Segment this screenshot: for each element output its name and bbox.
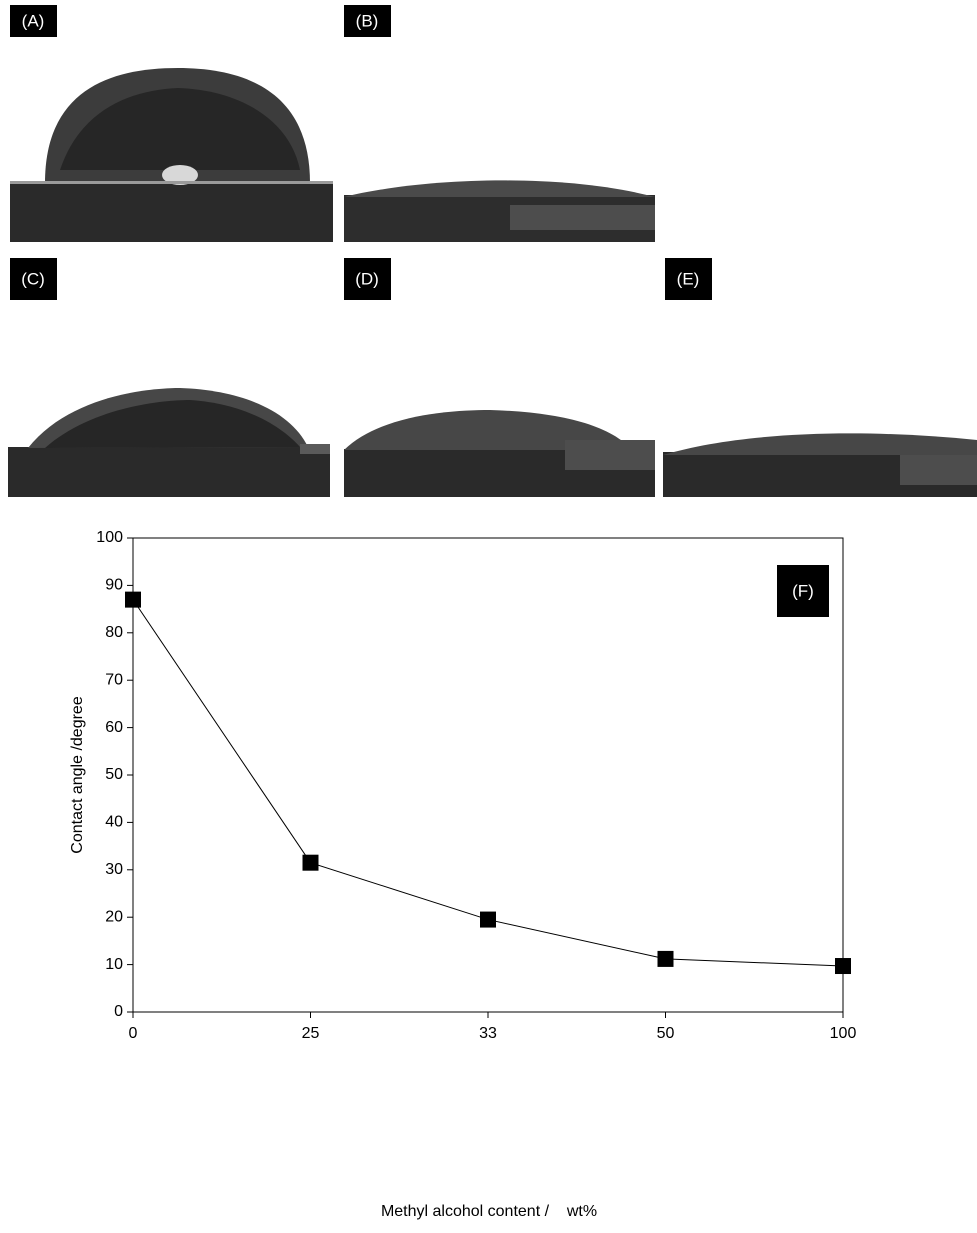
plot-frame bbox=[133, 538, 843, 1012]
y-tick-label: 0 bbox=[114, 1003, 123, 1020]
data-point bbox=[125, 592, 141, 608]
figure: (A) (B) (C) (D) (E) (F) Methyl alcohol c… bbox=[0, 0, 977, 1228]
panel-label: (A) bbox=[22, 11, 45, 30]
y-tick-label: 80 bbox=[105, 624, 123, 641]
x-tick-label: 50 bbox=[657, 1025, 675, 1042]
data-line bbox=[133, 600, 843, 966]
droplet-image-b bbox=[344, 180, 655, 242]
y-tick-label: 70 bbox=[105, 671, 123, 688]
y-tick-label: 60 bbox=[105, 719, 123, 736]
page: (A) (B) (C) (D) (E) (F) Methyl alcohol c… bbox=[0, 0, 977, 1233]
data-point bbox=[658, 951, 674, 967]
x-tick-label: 33 bbox=[479, 1025, 497, 1042]
droplet-image-d bbox=[344, 410, 655, 497]
panel-label: (E) bbox=[677, 269, 700, 288]
data-point bbox=[835, 958, 851, 974]
data-point bbox=[303, 855, 319, 871]
panel-label: (D) bbox=[355, 269, 379, 288]
panel-label: (B) bbox=[356, 11, 379, 30]
droplet-image-c bbox=[8, 388, 330, 497]
x-tick-label: 100 bbox=[830, 1025, 857, 1042]
x-tick-label: 25 bbox=[302, 1025, 320, 1042]
y-axis-label: Contact angle /degree bbox=[69, 696, 86, 854]
y-tick-label: 90 bbox=[105, 577, 123, 594]
panel-label: (C) bbox=[21, 269, 45, 288]
data-point bbox=[480, 912, 496, 928]
x-tick-label: 0 bbox=[129, 1025, 138, 1042]
y-tick-label: 40 bbox=[105, 814, 123, 831]
y-tick-label: 10 bbox=[105, 956, 123, 973]
x-axis-label: Methyl alcohol content / wt% bbox=[381, 1203, 597, 1220]
y-tick-label: 50 bbox=[105, 766, 123, 783]
y-tick-label: 100 bbox=[96, 529, 123, 546]
droplet-image-e bbox=[663, 433, 977, 497]
annotation: (F) bbox=[792, 581, 814, 600]
y-tick-label: 30 bbox=[105, 861, 123, 878]
y-tick-label: 20 bbox=[105, 908, 123, 925]
droplet-image-a bbox=[10, 68, 333, 242]
